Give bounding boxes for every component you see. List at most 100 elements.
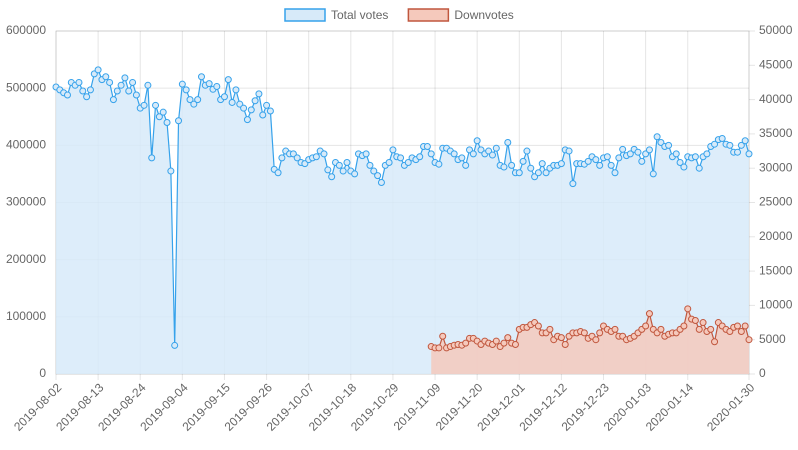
point [240, 104, 248, 112]
point [642, 322, 650, 330]
y2-tick-label: 15000 [759, 263, 793, 277]
point [734, 322, 742, 330]
point [515, 169, 523, 177]
y2-tick-label: 10000 [759, 298, 793, 312]
point [178, 80, 186, 88]
point [538, 160, 546, 168]
point [213, 82, 221, 90]
point [734, 148, 742, 156]
point [500, 339, 508, 347]
point [542, 169, 550, 177]
point [439, 332, 447, 340]
point [672, 150, 680, 158]
point [592, 156, 600, 164]
series-area [431, 308, 749, 374]
point [741, 322, 749, 330]
x-tick-label: 2020-01-30 [704, 380, 758, 434]
point [737, 327, 745, 335]
point [695, 164, 703, 172]
point [232, 86, 240, 94]
point [680, 163, 688, 171]
point [328, 173, 336, 181]
point [377, 178, 385, 186]
point [324, 166, 332, 174]
point [427, 150, 435, 158]
point [339, 167, 347, 175]
point [645, 146, 653, 154]
point [711, 140, 719, 148]
point [94, 66, 102, 74]
point [243, 116, 251, 124]
point [190, 100, 198, 108]
point [691, 316, 699, 324]
point [580, 329, 588, 337]
point [129, 78, 137, 86]
point [159, 108, 167, 116]
y2-tick-label: 20000 [759, 229, 793, 243]
point [366, 161, 374, 169]
point [492, 337, 500, 345]
point [167, 167, 175, 175]
point [557, 160, 565, 168]
point [312, 153, 320, 161]
point [619, 145, 627, 153]
point [561, 341, 569, 349]
point [726, 327, 734, 335]
point [293, 154, 301, 162]
point [596, 329, 604, 337]
point [557, 334, 565, 342]
point [527, 164, 535, 172]
y2-tick-label: 40000 [759, 92, 793, 106]
y-tick-label: 600000 [6, 23, 46, 37]
point [469, 150, 477, 158]
point [278, 154, 286, 162]
point [511, 341, 519, 349]
point [488, 151, 496, 159]
point [603, 153, 611, 161]
point [699, 319, 707, 327]
point [125, 87, 133, 95]
point [665, 141, 673, 149]
point [144, 81, 152, 89]
y2-tick-label: 5000 [759, 332, 786, 346]
legend-label: Total votes [331, 8, 388, 22]
point [79, 87, 87, 95]
point [645, 310, 653, 318]
point [102, 73, 110, 81]
point [607, 161, 615, 169]
point [121, 74, 129, 82]
y-tick-label: 400000 [6, 138, 46, 152]
point [182, 86, 190, 94]
y2-tick-label: 30000 [759, 160, 793, 174]
point [596, 161, 604, 169]
point [649, 170, 657, 178]
point [274, 169, 282, 177]
point [534, 169, 542, 177]
point [351, 170, 359, 178]
point [247, 106, 255, 114]
point [703, 150, 711, 158]
point [259, 111, 267, 119]
point [450, 150, 458, 158]
point [546, 325, 554, 333]
point [458, 154, 466, 162]
point [255, 90, 263, 98]
point [523, 147, 531, 155]
point [163, 118, 171, 126]
point [171, 341, 179, 349]
point [492, 144, 500, 152]
series-area [56, 69, 749, 375]
point [220, 93, 228, 101]
point [370, 167, 378, 175]
point [83, 93, 91, 101]
point [680, 322, 688, 330]
point [462, 339, 470, 347]
point [113, 87, 121, 95]
point [75, 78, 83, 86]
legend-label: Downvotes [454, 8, 513, 22]
point [473, 137, 481, 145]
point [404, 158, 412, 166]
y2-tick-label: 45000 [759, 57, 793, 71]
point [335, 161, 343, 169]
